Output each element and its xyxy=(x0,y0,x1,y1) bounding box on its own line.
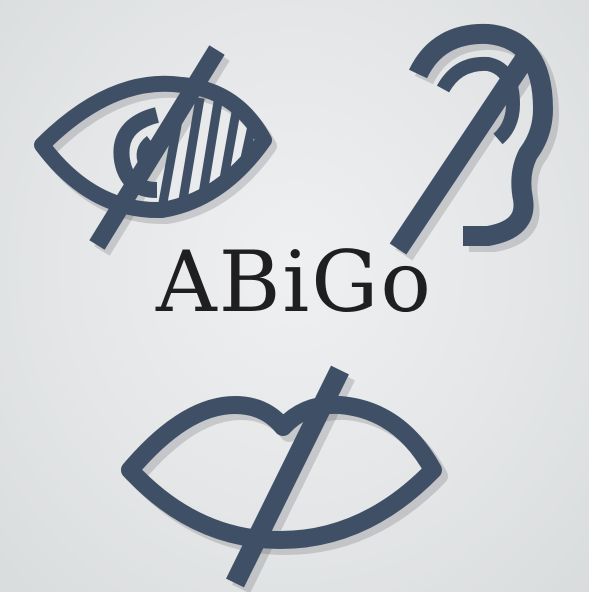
visual-impairment-icon xyxy=(22,40,282,260)
brand-wordmark: ABiGo xyxy=(156,233,433,331)
visual-impairment-svg xyxy=(34,45,277,256)
speech-impairment-icon xyxy=(115,365,455,592)
hearing-impairment-svg xyxy=(389,23,559,261)
speech-impairment-svg xyxy=(121,365,448,592)
hearing-impairment-icon xyxy=(378,14,578,261)
